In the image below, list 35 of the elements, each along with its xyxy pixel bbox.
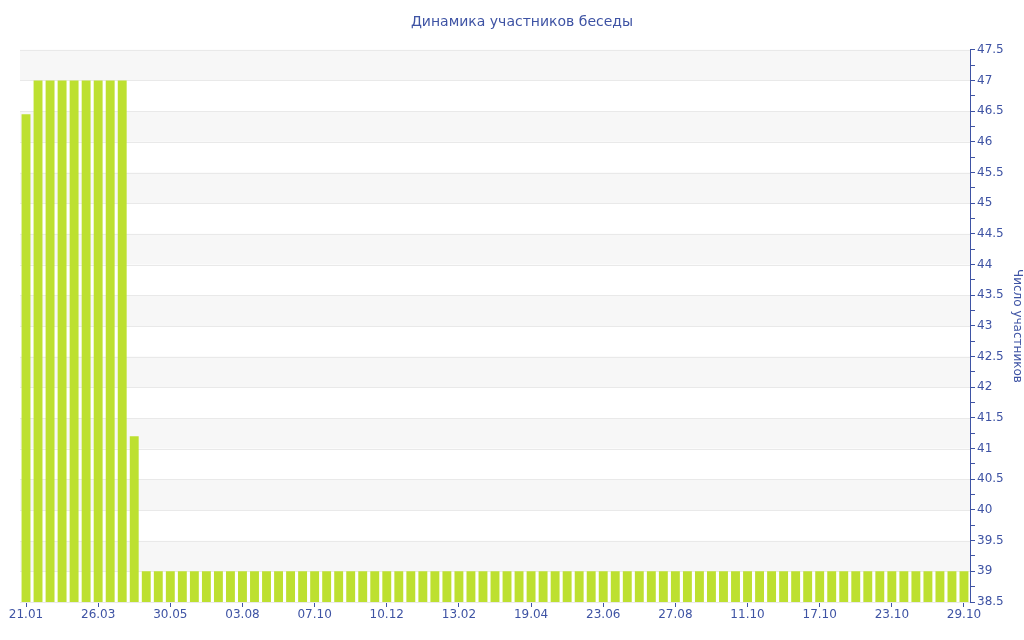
x-tick-label: 29.10: [946, 607, 982, 622]
y-tick-label: 39: [977, 563, 993, 578]
x-tick-label: 26.03: [80, 607, 116, 622]
y-tick-label: 40.5: [977, 471, 1004, 486]
y-tick-label: 43: [977, 318, 993, 333]
x-tick-label: 30.05: [153, 607, 188, 622]
y-tick-label: 42.5: [977, 348, 1004, 363]
y-axis-title: Число участников: [1010, 268, 1024, 383]
y-tick-label: 39.5: [977, 532, 1004, 547]
chart-title: Динамика участников беседы: [410, 13, 634, 30]
y-tick-label: 47.5: [977, 41, 1004, 56]
y-tick-label: 38.5: [977, 594, 1004, 609]
y-tick-label: 42: [977, 379, 993, 394]
x-tick-label: 17.10: [802, 607, 837, 622]
y-tick-label: 46: [977, 133, 993, 148]
x-tick-label: 23.06: [586, 607, 621, 622]
y-tick-label: 45.5: [977, 164, 1004, 179]
y-tick-label: 43.5: [977, 287, 1004, 302]
y-tick-label: 44.5: [977, 225, 1004, 240]
y-tick-label: 46.5: [977, 103, 1004, 118]
x-tick-label: 23.10: [874, 607, 910, 622]
x-tick-label: 19.04: [513, 607, 549, 622]
y-tick-label: 44: [977, 256, 993, 271]
x-tick-label: 27.08: [658, 607, 693, 622]
y-tick-label: 41: [977, 440, 993, 455]
x-tick-label: 10.12: [369, 607, 404, 622]
x-tick-label: 13.02: [441, 607, 477, 622]
x-tick-label: 21.01: [8, 607, 44, 622]
x-tick-label: 03.08: [225, 607, 260, 622]
y-tick-label: 40: [977, 502, 993, 517]
x-tick-label: 11.10: [730, 607, 765, 622]
y-tick-label: 47: [977, 72, 993, 87]
y-tick-label: 41.5: [977, 410, 1004, 425]
x-tick-label: 07.10: [297, 607, 332, 622]
y-tick-label: 45: [977, 195, 993, 210]
